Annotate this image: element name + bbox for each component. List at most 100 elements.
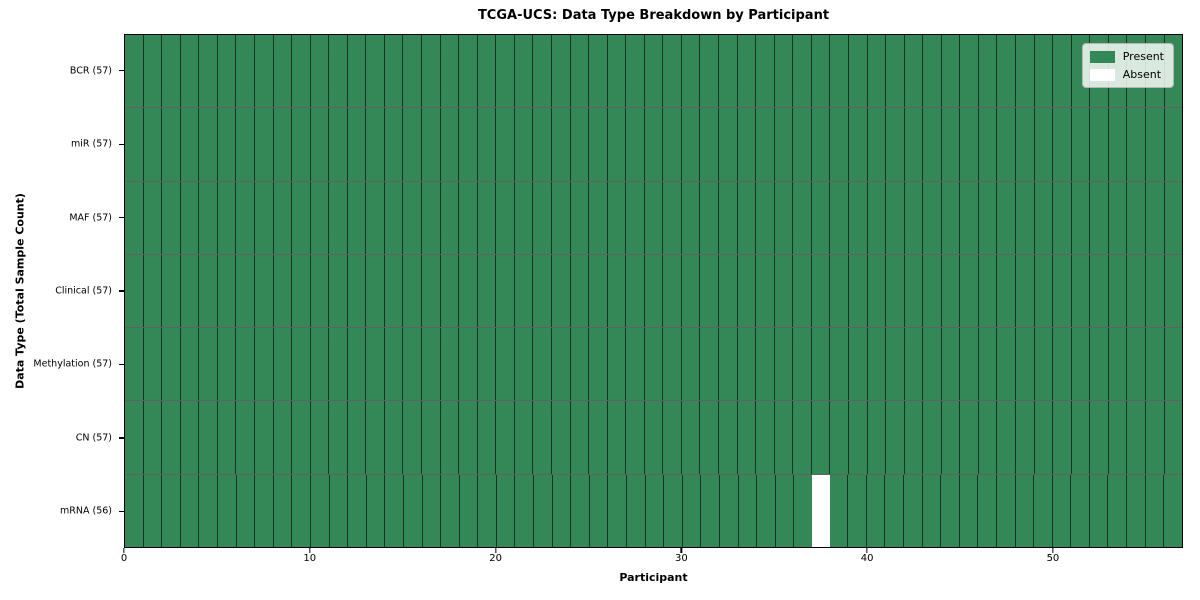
- cell-miR-30-present: [681, 108, 701, 181]
- y-tick-mark: [119, 437, 124, 439]
- cell-BCR-10-present: [310, 35, 330, 108]
- cell-Clinical-9-present: [292, 254, 311, 328]
- cell-Methylation-15-present: [403, 328, 422, 401]
- cell-miR-2-present: [162, 108, 181, 181]
- y-tick-mark: [119, 510, 124, 512]
- cell-CN-15-present: [403, 401, 422, 474]
- cell-MAF-19-present: [477, 181, 497, 254]
- cell-Clinical-1-present: [143, 254, 163, 328]
- cell-Clinical-22-present: [533, 254, 552, 328]
- y-tick-label-miR: miR (57): [70, 138, 112, 150]
- cell-Clinical-14-present: [384, 254, 404, 328]
- cell-miR-42-present: [904, 108, 924, 181]
- cell-Clinical-18-present: [459, 254, 478, 328]
- cell-Clinical-13-present: [366, 254, 385, 328]
- cell-MAF-47-present: [997, 181, 1016, 254]
- cell-mRNA-34-present: [757, 474, 776, 547]
- cell-miR-43-present: [923, 108, 942, 181]
- cell-Clinical-42-present: [904, 254, 924, 328]
- cell-CN-8-present: [273, 401, 293, 474]
- cell-Clinical-33-present: [737, 254, 757, 328]
- cell-Clinical-6-present: [236, 254, 255, 328]
- cell-mRNA-37-absent: [811, 474, 830, 547]
- cell-Methylation-25-present: [589, 328, 608, 401]
- cell-CN-26-present: [607, 401, 627, 474]
- cell-Clinical-56-present: [1164, 254, 1183, 328]
- cell-Clinical-7-present: [254, 254, 274, 328]
- cell-miR-51-present: [1071, 108, 1091, 181]
- cell-CN-32-present: [719, 401, 738, 474]
- cell-BCR-9-present: [292, 35, 311, 108]
- cell-mRNA-54-present: [1127, 474, 1146, 547]
- cell-BCR-28-present: [644, 35, 664, 108]
- cell-MAF-2-present: [162, 181, 181, 254]
- cell-Clinical-32-present: [719, 254, 738, 328]
- cell-mRNA-33-present: [738, 474, 758, 547]
- cell-mRNA-35-present: [775, 474, 795, 547]
- cell-mRNA-15-present: [403, 474, 423, 547]
- legend-swatch-present: [1089, 50, 1115, 63]
- x-tick-label-40: 40: [860, 553, 874, 564]
- y-tick-label-CN: CN (57): [75, 432, 112, 444]
- cell-BCR-25-present: [589, 35, 608, 108]
- cell-mRNA-45-present: [959, 474, 979, 547]
- cell-mRNA-16-present: [422, 474, 442, 547]
- cell-mRNA-43-present: [922, 474, 942, 547]
- cell-MAF-23-present: [551, 181, 571, 254]
- cell-mRNA-44-present: [941, 474, 960, 547]
- cell-mRNA-28-present: [645, 474, 665, 547]
- cell-mRNA-14-present: [385, 474, 404, 547]
- cell-Methylation-50-present: [1053, 328, 1072, 401]
- cell-MAF-41-present: [886, 181, 905, 254]
- cell-MAF-27-present: [626, 181, 645, 254]
- cell-mRNA-49-present: [1034, 474, 1053, 547]
- cell-miR-6-present: [236, 108, 255, 181]
- y-tick-mark: [119, 290, 124, 292]
- y-tick-label-mRNA: mRNA (56): [60, 505, 112, 517]
- cell-Clinical-28-present: [644, 254, 664, 328]
- cell-mRNA-12-present: [348, 474, 367, 547]
- cell-MAF-20-present: [496, 181, 515, 254]
- cell-Clinical-2-present: [162, 254, 181, 328]
- cell-mRNA-36-present: [794, 474, 812, 547]
- cell-MAF-44-present: [941, 181, 961, 254]
- cell-mRNA-29-present: [664, 474, 683, 547]
- cell-CN-0-present: [125, 401, 144, 474]
- cell-Methylation-56-present: [1164, 328, 1183, 401]
- cell-MAF-43-present: [923, 181, 942, 254]
- cell-CN-23-present: [551, 401, 571, 474]
- cell-Clinical-55-present: [1145, 254, 1165, 328]
- cell-Methylation-40-present: [867, 328, 887, 401]
- cell-Methylation-29-present: [663, 328, 682, 401]
- cell-CN-52-present: [1090, 401, 1109, 474]
- cell-MAF-18-present: [459, 181, 478, 254]
- cell-MAF-39-present: [848, 181, 868, 254]
- cell-BCR-23-present: [551, 35, 571, 108]
- cell-CN-2-present: [162, 401, 181, 474]
- cell-Clinical-48-present: [1016, 254, 1035, 328]
- heatmap-row-BCR: [125, 35, 1183, 109]
- cell-MAF-51-present: [1071, 181, 1091, 254]
- cell-miR-33-present: [737, 108, 757, 181]
- legend-entry-absent: Absent: [1089, 68, 1164, 81]
- cell-Methylation-16-present: [422, 328, 441, 401]
- cell-BCR-50-present: [1053, 35, 1072, 108]
- cell-Clinical-20-present: [496, 254, 515, 328]
- cell-Clinical-11-present: [329, 254, 348, 328]
- cell-Clinical-27-present: [626, 254, 645, 328]
- cell-Methylation-12-present: [347, 328, 367, 401]
- cell-Methylation-49-present: [1034, 328, 1054, 401]
- cell-MAF-37-present: [811, 181, 831, 254]
- cell-mRNA-47-present: [996, 474, 1016, 547]
- cell-CN-18-present: [459, 401, 478, 474]
- cell-miR-0-present: [125, 108, 144, 181]
- cell-CN-40-present: [867, 401, 887, 474]
- cell-mRNA-41-present: [885, 474, 904, 547]
- cell-CN-54-present: [1127, 401, 1146, 474]
- cell-CN-3-present: [180, 401, 200, 474]
- cell-CN-5-present: [217, 401, 237, 474]
- cell-BCR-32-present: [719, 35, 738, 108]
- cell-CN-19-present: [477, 401, 497, 474]
- cell-BCR-24-present: [570, 35, 590, 108]
- cell-BCR-21-present: [514, 35, 534, 108]
